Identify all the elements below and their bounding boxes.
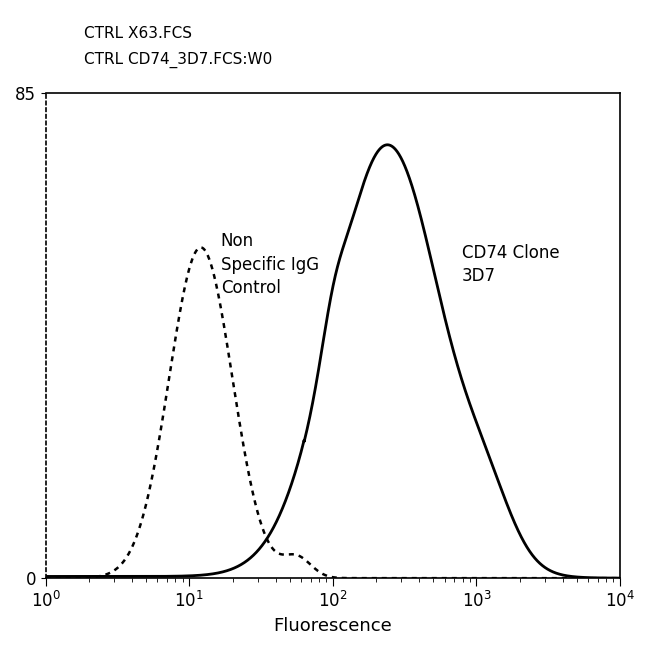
X-axis label: Fluorescence: Fluorescence [274, 617, 392, 635]
Text: CTRL CD74_3D7.FCS:W0: CTRL CD74_3D7.FCS:W0 [84, 52, 273, 68]
Text: CD74 Clone
3D7: CD74 Clone 3D7 [462, 244, 560, 285]
Text: Non
Specific IgG
Control: Non Specific IgG Control [221, 232, 319, 297]
Text: CTRL X63.FCS: CTRL X63.FCS [84, 26, 192, 41]
